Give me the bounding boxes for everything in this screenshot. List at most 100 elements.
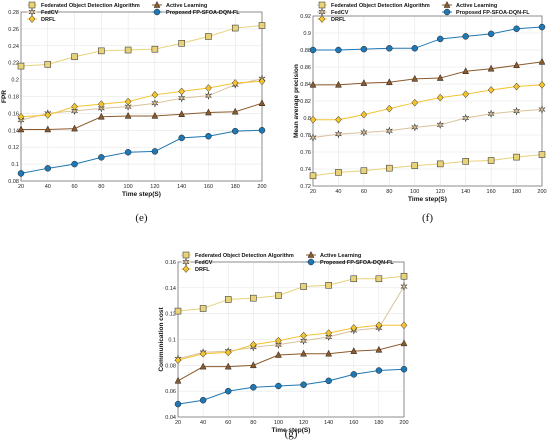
square-marker-point [224, 296, 232, 303]
triangle-marker-point [17, 125, 25, 133]
square-marker-point [71, 53, 78, 61]
diamond-marker-point [275, 336, 282, 345]
panel-caption: (f) [422, 212, 433, 224]
legend: Federated Object Detection AlgorithmFedC… [317, 0, 530, 23]
x-tick-label: 20 [18, 184, 24, 190]
square-marker-point [325, 282, 332, 289]
diamond-marker-point [300, 331, 307, 340]
star-marker-point [385, 126, 394, 136]
diamond-marker-point [487, 86, 495, 94]
legend-diamond-icon [318, 15, 326, 23]
triangle-marker-point [411, 74, 419, 82]
series-line [20, 25, 263, 67]
square-marker-point [487, 157, 495, 164]
triangle-marker-point [400, 339, 408, 347]
triangle-marker-point [350, 347, 358, 354]
triangle-marker-point [174, 376, 182, 384]
legend-item: Federated Object Detection Algorithm [181, 251, 294, 259]
square-marker-point [205, 33, 212, 40]
triangle-marker-point [275, 350, 282, 358]
diamond-marker-point [335, 115, 342, 124]
triangle-marker-point [513, 61, 520, 69]
legend-circle-icon [443, 8, 451, 16]
star-marker-point [410, 122, 419, 132]
circle-marker-point [360, 45, 368, 53]
circle-marker-point [250, 384, 257, 391]
legend-item: Federated Object Detection Algorithm [317, 1, 430, 9]
x-tick-label: 60 [225, 420, 231, 426]
legend-item: Federated Object Detection Algorithm [27, 1, 140, 9]
star-marker-point [334, 129, 343, 139]
y-tick-label: 0.24 [8, 44, 19, 50]
diamond-marker-point [98, 100, 105, 108]
legend-item: FedCV [27, 7, 59, 17]
triangle-marker-point [249, 361, 257, 369]
square-marker-point [462, 158, 469, 165]
legend-label: Active Learning [456, 3, 497, 9]
series-4 [309, 23, 546, 54]
x-tick-label: 20 [310, 189, 316, 195]
series-line [177, 368, 405, 405]
legend-label: Active Learning [320, 253, 361, 259]
square-marker-point [199, 305, 207, 312]
square-marker-point [411, 162, 419, 169]
legend: Federated Object Detection AlgorithmFedC… [181, 250, 394, 273]
star-marker-point [177, 93, 186, 103]
y-axis-label: Communication cost [158, 307, 165, 372]
panel-caption: (g) [285, 428, 298, 440]
circle-marker-point [44, 165, 52, 172]
square-marker-point [174, 307, 182, 315]
diamond-marker-point [250, 340, 257, 349]
legend-label: DRFL [331, 17, 346, 23]
diamond-marker-point [205, 84, 212, 92]
triangle-marker-point [375, 345, 383, 353]
star-marker-point [538, 104, 546, 115]
diamond-marker-point [17, 112, 25, 121]
x-tick-label: 100 [410, 189, 419, 195]
series-line [20, 78, 263, 121]
legend-diamond-icon [182, 265, 190, 273]
y-tick-label: 0.06 [165, 389, 176, 395]
series-1 [309, 104, 546, 143]
circle-marker-point [375, 367, 383, 374]
y-tick-label: 0.86 [300, 65, 311, 71]
star-marker-point [359, 127, 368, 137]
legend-circle-icon [307, 258, 315, 266]
triangle-marker-point [258, 99, 266, 107]
legend-item: DRFL [317, 15, 346, 23]
x-tick-label: 180 [231, 184, 240, 190]
triangle-marker-point [335, 80, 342, 88]
square-marker-point [538, 151, 546, 158]
series-4 [174, 365, 408, 408]
series-line [20, 129, 263, 174]
y-tick-label: 0.1 [168, 338, 176, 344]
star-marker-point [150, 98, 159, 108]
legend-label: Federated Object Detection Algorithm [195, 253, 294, 259]
x-tick-label: 200 [399, 420, 408, 426]
x-tick-label: 160 [487, 189, 496, 195]
square-marker-point [375, 275, 383, 283]
triangle-marker-point [205, 108, 212, 116]
legend-label: DRFL [195, 267, 210, 273]
circle-marker-point [17, 170, 25, 177]
triangle-marker-point [224, 362, 232, 370]
y-tick-label: 0.22 [8, 61, 19, 67]
y-axis-label: Mean average precision [293, 64, 300, 138]
diamond-marker-point [199, 349, 207, 358]
legend-circle-icon [153, 8, 161, 16]
x-tick-label: 180 [374, 420, 383, 426]
triangle-marker-point [487, 64, 495, 72]
square-marker-point [300, 283, 307, 290]
y-tick-label: 0.2 [11, 78, 19, 84]
triangle-marker-point [151, 111, 159, 119]
diamond-marker-point [411, 98, 419, 107]
series-line [21, 102, 263, 130]
x-axis-label: Time step(S) [122, 191, 161, 198]
square-marker-point [250, 294, 257, 302]
star-marker-point [487, 109, 496, 119]
circle-marker-point [513, 25, 520, 32]
x-tick-label: 80 [386, 189, 392, 195]
y-tick-label: 0.14 [8, 128, 19, 134]
series-line [20, 80, 263, 118]
legend-item: Proposed FP-SFOA-DQN-FL [306, 258, 394, 266]
